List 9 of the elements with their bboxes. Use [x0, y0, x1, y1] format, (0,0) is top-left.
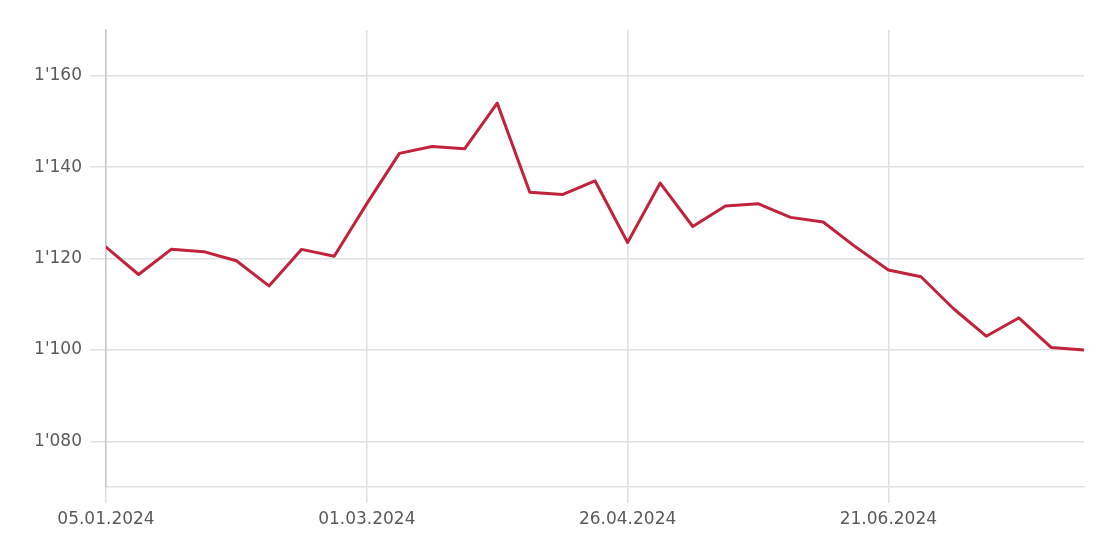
- y-tick-label: 1'120: [34, 246, 82, 267]
- x-tick-label: 26.04.2024: [578, 507, 677, 528]
- x-tick-label: 05.01.2024: [57, 507, 155, 528]
- y-tick-label: 1'160: [34, 64, 82, 85]
- y-tick-label: 1'080: [34, 429, 82, 450]
- y-tick-label: 1'140: [34, 155, 82, 176]
- y-tick-label: 1'100: [34, 338, 82, 359]
- x-tick-label: 01.03.2024: [318, 507, 416, 528]
- x-tick-label: 21.06.2024: [839, 507, 938, 528]
